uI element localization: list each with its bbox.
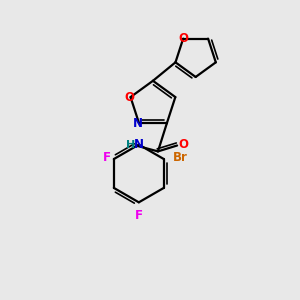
Text: O: O — [124, 91, 134, 103]
Text: Br: Br — [172, 151, 188, 164]
Text: F: F — [103, 151, 111, 164]
Text: N: N — [134, 138, 144, 151]
Text: O: O — [178, 32, 188, 44]
Text: H: H — [126, 140, 135, 150]
Text: O: O — [178, 138, 189, 151]
Text: N: N — [133, 117, 142, 130]
Text: F: F — [135, 209, 143, 222]
